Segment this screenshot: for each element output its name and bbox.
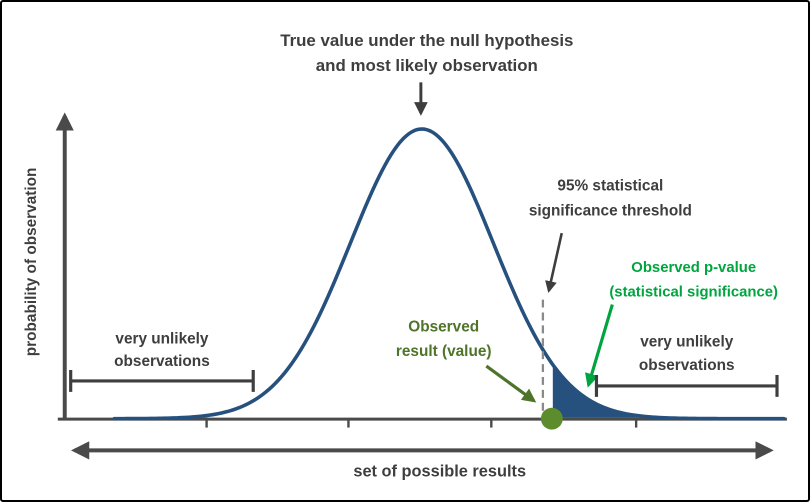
p-value-shaded-tail xyxy=(552,364,784,419)
observed-result-label-line2: result (value) xyxy=(396,343,492,360)
observed-result-dot xyxy=(540,407,563,430)
threshold-label-line2: significance threshold xyxy=(529,202,692,219)
p-value-label-line1: Observed p-value xyxy=(631,260,756,276)
p-value-pointer-arrow xyxy=(585,304,614,388)
x-axis-ticks xyxy=(205,418,638,428)
p-value-label-line2: (statistical significance) xyxy=(609,285,778,301)
right-unlikely-label-line2: observations xyxy=(639,357,735,374)
x-axis-label: set of possible results xyxy=(353,463,526,481)
threshold-label-line1: 95% statistical xyxy=(557,178,663,195)
observed-result-pointer-arrow xyxy=(485,364,537,403)
threshold-pointer-arrow xyxy=(545,232,563,293)
left-unlikely-label-line1: very unlikely xyxy=(115,330,209,347)
left-unlikely-label-line2: observations xyxy=(114,353,210,370)
observed-result-label-line1: Observed xyxy=(408,318,479,335)
y-axis-label: probability of observation xyxy=(23,168,40,357)
left-unlikely-bracket xyxy=(69,370,255,392)
right-unlikely-bracket xyxy=(594,375,779,397)
normal-distribution-curve xyxy=(112,127,786,421)
figure-title-line2: and most likely observation xyxy=(316,56,538,75)
right-unlikely-label-line1: very unlikely xyxy=(640,333,734,350)
figure-title-line1: True value under the null hypothesis xyxy=(280,31,573,50)
